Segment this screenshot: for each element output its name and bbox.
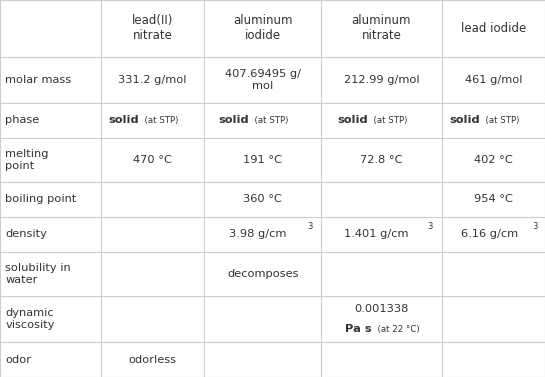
Text: (at STP): (at STP) (249, 116, 288, 125)
Text: 3: 3 (532, 222, 538, 231)
Text: phase: phase (5, 115, 40, 126)
Text: dynamic
viscosity: dynamic viscosity (5, 308, 55, 330)
Text: Pa s: Pa s (345, 324, 372, 334)
Text: lead(II)
nitrate: lead(II) nitrate (132, 14, 173, 42)
Text: 72.8 °C: 72.8 °C (360, 155, 403, 165)
Text: solid: solid (108, 115, 138, 126)
Text: odor: odor (5, 354, 32, 365)
Text: density: density (5, 229, 47, 239)
Text: 402 °C: 402 °C (474, 155, 513, 165)
Text: solid: solid (337, 115, 368, 126)
Text: (at STP): (at STP) (368, 116, 407, 125)
Text: 954 °C: 954 °C (474, 195, 513, 204)
Text: decomposes: decomposes (227, 269, 299, 279)
Text: 470 °C: 470 °C (133, 155, 172, 165)
Text: 407.69495 g/
mol: 407.69495 g/ mol (225, 69, 301, 91)
Text: 1.401 g/cm: 1.401 g/cm (344, 229, 409, 239)
Text: solid: solid (449, 115, 480, 126)
Text: (at 22 °C): (at 22 °C) (372, 325, 419, 334)
Text: 3: 3 (307, 222, 313, 231)
Text: 212.99 g/mol: 212.99 g/mol (344, 75, 419, 85)
Text: (at STP): (at STP) (138, 116, 178, 125)
Text: 331.2 g/mol: 331.2 g/mol (118, 75, 186, 85)
Text: 3: 3 (427, 222, 433, 231)
Text: 360 °C: 360 °C (243, 195, 282, 204)
Text: lead iodide: lead iodide (461, 22, 526, 35)
Text: aluminum
nitrate: aluminum nitrate (352, 14, 411, 42)
Text: 0.001338: 0.001338 (354, 304, 409, 314)
Text: boiling point: boiling point (5, 195, 77, 204)
Text: (at STP): (at STP) (480, 116, 519, 125)
Text: melting
point: melting point (5, 149, 49, 171)
Text: odorless: odorless (128, 354, 177, 365)
Text: 461 g/mol: 461 g/mol (464, 75, 522, 85)
Text: aluminum
iodide: aluminum iodide (233, 14, 293, 42)
Text: solubility in
water: solubility in water (5, 263, 71, 285)
Text: 6.16 g/cm: 6.16 g/cm (461, 229, 518, 239)
Text: 3.98 g/cm: 3.98 g/cm (229, 229, 287, 239)
Text: 191 °C: 191 °C (243, 155, 282, 165)
Text: molar mass: molar mass (5, 75, 71, 85)
Text: solid: solid (219, 115, 249, 126)
